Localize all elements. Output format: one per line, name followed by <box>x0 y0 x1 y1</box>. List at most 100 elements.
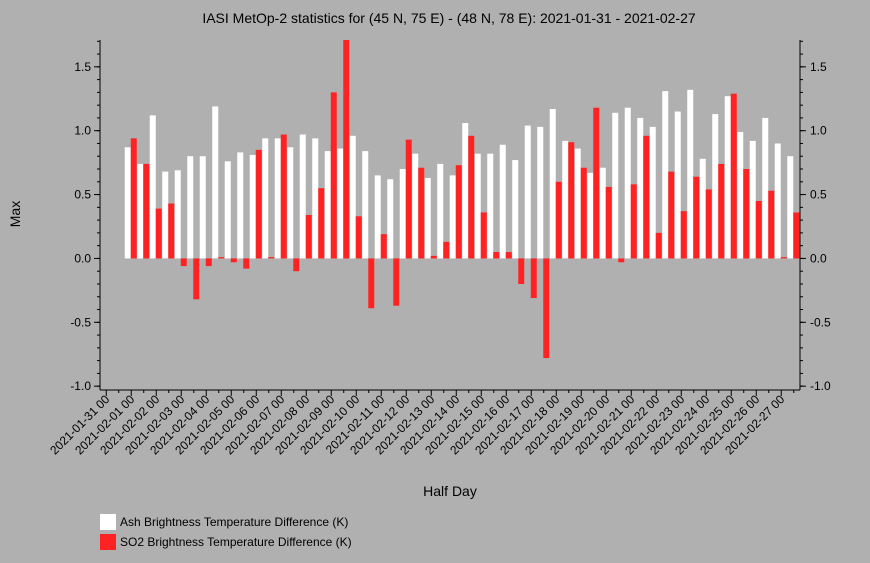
so2-bar <box>618 258 625 263</box>
so2-bar <box>268 257 275 259</box>
ash-bar <box>424 177 431 259</box>
so2-bar <box>443 241 450 259</box>
so2-bar <box>143 163 150 259</box>
y-tick-label-left: -1.0 <box>70 379 91 393</box>
ash-bar <box>549 108 556 259</box>
ash-bar <box>512 160 519 259</box>
legend-label-ash: Ash Brightness Temperature Difference (K… <box>120 515 349 529</box>
ash-bar <box>537 126 544 259</box>
so2-bar <box>393 258 400 306</box>
so2-bar <box>430 255 437 259</box>
so2-bar <box>455 165 462 259</box>
ash-bar <box>762 117 769 259</box>
x-axis-label: Half Day <box>423 483 477 499</box>
ash-bar <box>187 156 194 259</box>
ash-bar <box>412 153 419 259</box>
so2-bar <box>568 142 575 259</box>
ash-bar <box>274 138 281 259</box>
ash-bar <box>262 138 269 259</box>
so2-bar <box>130 138 137 259</box>
ash-bar <box>724 96 731 259</box>
y-tick-label-left: 1.0 <box>74 124 91 138</box>
ash-bar <box>574 148 581 259</box>
y-tick-label-right: -1.0 <box>810 379 831 393</box>
so2-bar <box>218 257 225 259</box>
y-tick-label-right: -0.5 <box>810 315 831 329</box>
ash-bar <box>687 89 694 259</box>
so2-bar <box>155 208 162 259</box>
ash-bar <box>399 169 406 259</box>
so2-bar <box>505 252 512 259</box>
plot-area: -1.0 -1.0 -0.5 -0.5 0.0 0.0 0.5 0.5 1.0 1.0 1.5 1.5… <box>47 40 831 457</box>
so2-bar <box>493 252 500 259</box>
legend-swatch-ash <box>100 514 116 530</box>
so2-bar <box>255 149 262 259</box>
ash-bar <box>387 179 394 259</box>
so2-bar <box>605 186 612 259</box>
so2-bar <box>768 190 775 259</box>
ash-bar <box>487 153 494 259</box>
ash-bar <box>299 134 306 259</box>
so2-bar <box>230 258 237 263</box>
ash-bar <box>624 107 631 259</box>
ash-bar <box>149 115 156 259</box>
y-tick-label-left: 0.0 <box>74 251 91 265</box>
so2-bar <box>243 258 250 269</box>
ash-bar <box>174 170 181 259</box>
so2-bar <box>655 232 662 259</box>
so2-bar <box>368 258 375 309</box>
legend-swatch-so2 <box>100 534 116 550</box>
ash-bar <box>599 167 606 259</box>
so2-bar <box>205 258 212 267</box>
so2-bar <box>405 139 412 259</box>
ash-bar <box>249 154 256 259</box>
ash-bar <box>349 135 356 259</box>
ash-bar <box>674 111 681 259</box>
so2-bar <box>305 215 312 259</box>
so2-bar <box>193 258 200 300</box>
y-tick-label-right: 1.5 <box>810 60 827 74</box>
chart-title: IASI MetOp-2 statistics for (45 N, 75 E)… <box>202 10 696 26</box>
ash-bar <box>499 144 506 259</box>
ash-bar <box>124 147 131 259</box>
so2-bar <box>593 107 600 259</box>
ash-bar <box>324 151 331 259</box>
y-tick-label-right: 0.0 <box>810 251 827 265</box>
so2-bar <box>630 184 637 259</box>
so2-bar <box>343 40 350 259</box>
so2-bar <box>780 257 787 259</box>
so2-bar <box>718 163 725 259</box>
ash-bar <box>612 112 619 259</box>
ash-bar <box>474 153 481 259</box>
so2-bar <box>705 189 712 259</box>
ash-bar <box>737 131 744 259</box>
so2-bar <box>168 203 175 259</box>
so2-bar <box>580 167 587 259</box>
legend-item-ash: Ash Brightness Temperature Difference (K… <box>100 512 352 532</box>
ash-bar <box>787 156 794 259</box>
ash-bar <box>449 175 456 259</box>
so2-bar <box>330 92 337 259</box>
ash-bar <box>287 147 294 259</box>
ash-bar <box>212 106 219 259</box>
legend-label-so2: SO2 Brightness Temperature Difference (K… <box>120 535 352 549</box>
so2-bar <box>418 167 425 259</box>
so2-bar <box>643 135 650 259</box>
ash-bar <box>162 171 169 259</box>
so2-bar <box>730 93 737 259</box>
so2-bar <box>543 258 550 359</box>
so2-bar <box>293 258 300 272</box>
so2-bar <box>480 212 487 259</box>
legend: Ash Brightness Temperature Difference (K… <box>100 512 352 552</box>
so2-bar <box>693 176 700 259</box>
so2-bar <box>755 200 762 259</box>
y-tick-label-left: 1.5 <box>74 60 91 74</box>
so2-bar <box>680 211 687 259</box>
ash-bar <box>224 161 231 259</box>
so2-bar <box>668 171 675 259</box>
so2-bar <box>743 169 750 259</box>
ash-bar <box>312 138 319 259</box>
ash-bar <box>237 152 244 259</box>
y-tick-label-left: -0.5 <box>70 315 91 329</box>
